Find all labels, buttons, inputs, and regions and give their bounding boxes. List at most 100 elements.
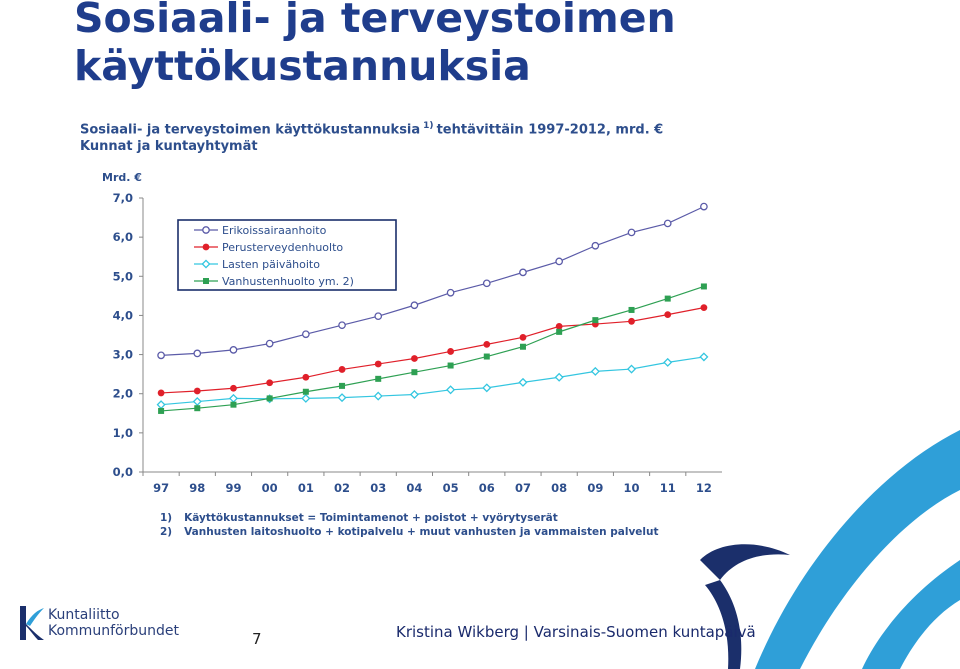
slide-title-line2: käyttökustannuksia [74,42,531,90]
data-point [158,407,165,414]
data-point [590,366,600,376]
x-tick-label: 04 [406,481,422,495]
legend-marker [203,278,209,284]
data-point [409,389,419,400]
data-point [446,288,455,297]
data-point [374,360,382,368]
data-point [482,383,492,393]
data-point [700,304,708,311]
data-point [483,353,490,360]
data-point [229,346,238,354]
data-point [411,355,418,362]
data-point [664,295,671,302]
legend-box [177,219,397,291]
data-point [592,317,599,324]
data-point [375,375,382,382]
data-point [664,311,672,319]
data-point [338,321,346,330]
footnote-mark: 1) [160,512,173,524]
y-tick-label: 5,0 [113,269,133,283]
logo-line2: Kommunförbundet [48,623,179,639]
x-tick-label: 00 [262,481,278,495]
data-point [302,388,309,395]
x-tick-label: 05 [443,481,459,495]
logo-line1: Kuntaliitto [48,607,120,623]
data-point [555,322,563,330]
legend-item: Perusterveydenhuolto [194,241,343,254]
data-point [192,397,202,407]
data-point [228,393,238,403]
legend-marker [202,226,210,234]
data-point [157,389,165,397]
data-point [373,391,383,401]
data-point [265,339,274,348]
footnote-text: Vanhusten laitoshuolto + kotipalvelu + m… [184,526,659,538]
data-point [339,382,346,389]
chart-series [156,202,709,414]
data-point [628,317,635,325]
data-point [482,279,491,288]
series-line [161,285,705,412]
data-point [193,387,201,395]
y-tick-label: 7,0 [113,191,133,205]
kuntaliitto-logo: Kuntaliitto Kommunförbundet [14,604,179,642]
series-4 [158,283,707,414]
data-point [266,379,274,387]
footnote-mark: 2) [160,526,173,538]
data-point [663,357,673,367]
data-point [266,395,273,402]
data-point [338,366,346,373]
footnote-text: Käyttökustannukset = Toimintamenot + poi… [184,512,558,524]
data-point [591,241,600,250]
data-point [447,362,454,369]
data-point [447,348,454,355]
data-point [700,202,708,211]
x-tick-label: 06 [479,481,495,495]
legend-item: Erikoissairaanhoito [194,224,327,237]
page-number: 7 [252,630,262,648]
x-tick-label: 12 [696,481,712,495]
footer-text: Kristina Wikberg | Varsinais-Suomen kunt… [396,623,756,641]
data-point [627,364,637,374]
data-point [193,349,202,358]
legend-label: Erikoissairaanhoito [222,224,327,237]
x-tick-label: 97 [153,481,169,495]
data-point [627,228,636,237]
data-point [483,340,491,348]
data-point [301,330,310,339]
y-tick-label: 3,0 [113,348,133,362]
data-point [411,369,418,376]
legend-item: Vanhustenhuolto ym. 2) [194,275,354,288]
series-line [161,206,705,356]
legend-marker [201,259,211,269]
chart-title-sup: 1) [423,121,434,131]
x-tick-label: 03 [370,481,386,495]
data-point [555,257,564,266]
legend-label: Vanhustenhuolto ym. 2) [222,275,354,288]
series-1 [157,202,708,360]
x-tick-label: 99 [225,481,241,495]
data-point [301,393,311,403]
data-point [157,351,165,360]
data-point [519,268,527,277]
slide-title-line1: Sosiaali- ja terveystoimen [74,0,676,42]
series-line [161,356,704,406]
data-point [556,328,563,335]
data-point [194,405,201,412]
data-point [518,377,528,387]
data-point [628,306,635,313]
x-tick-label: 09 [587,481,603,495]
chart-footnotes: 1) Käyttökustannukset = Toimintamenot + … [160,511,659,539]
x-tick-label: 10 [624,481,640,495]
x-tick-label: 11 [660,481,676,495]
data-point [519,333,527,341]
data-point [156,400,166,410]
data-point [230,401,237,408]
x-tick-label: 07 [515,481,531,495]
y-tick-label: 0,0 [113,465,133,479]
series-2 [157,304,708,397]
data-point [554,372,564,382]
x-tick-label: 98 [189,481,205,495]
x-tick-label: 02 [334,481,350,495]
